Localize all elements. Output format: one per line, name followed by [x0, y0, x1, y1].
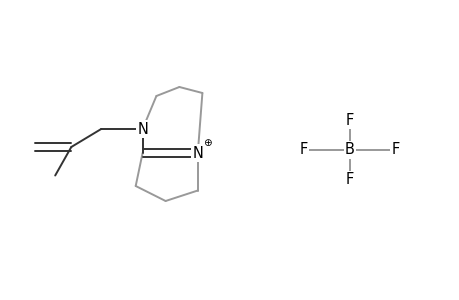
Text: B: B: [344, 142, 354, 158]
Text: N: N: [137, 122, 148, 136]
Text: F: F: [345, 172, 353, 188]
Text: F: F: [299, 142, 307, 158]
Text: ⊕: ⊕: [203, 138, 212, 148]
Text: F: F: [391, 142, 399, 158]
Text: F: F: [345, 112, 353, 128]
Text: N: N: [192, 146, 203, 160]
